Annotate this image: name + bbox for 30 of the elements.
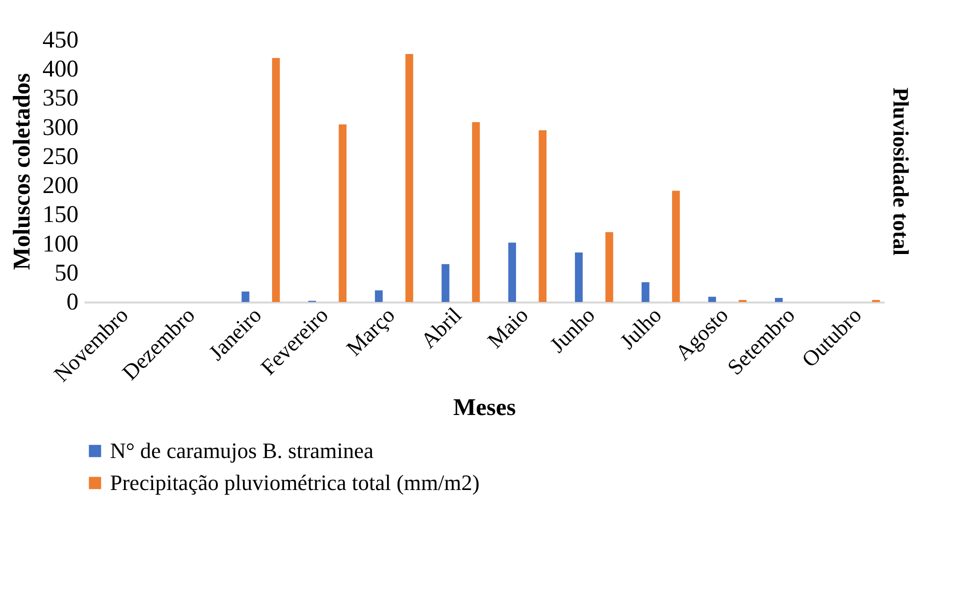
bar [774, 298, 783, 302]
y-tick-label: 350 [42, 86, 78, 112]
bar [374, 290, 383, 302]
bar [538, 130, 547, 302]
bar [708, 296, 716, 302]
y-tick-label: 400 [42, 56, 78, 83]
y-tick-label: 100 [42, 231, 78, 258]
bar [672, 190, 680, 302]
y-tick-label: 0 [66, 290, 78, 316]
bar [242, 292, 250, 302]
legend-label: Precipitação pluviométrica total (mm/m2) [110, 470, 480, 495]
y-tick-label: 250 [42, 144, 78, 170]
bar [472, 122, 480, 302]
y-tick-label: 450 [42, 28, 78, 54]
bar [508, 242, 516, 302]
bar [405, 54, 414, 302]
y-tick-label: 300 [42, 114, 78, 141]
bar [605, 232, 614, 302]
y-tick-label: 150 [42, 202, 78, 228]
bar [642, 282, 650, 302]
bar [338, 124, 347, 302]
y2-axis-title: Pluviosidade total [888, 87, 914, 256]
y-tick-label: 200 [42, 173, 78, 200]
bar [442, 264, 450, 302]
bar [574, 252, 583, 302]
legend-label: N° de caramujos B. straminea [110, 438, 374, 463]
y-axis-title: Moluscos coletados [10, 73, 36, 270]
bar [272, 58, 280, 302]
y-tick-label: 50 [54, 260, 78, 286]
x-axis-title: Meses [453, 394, 516, 421]
